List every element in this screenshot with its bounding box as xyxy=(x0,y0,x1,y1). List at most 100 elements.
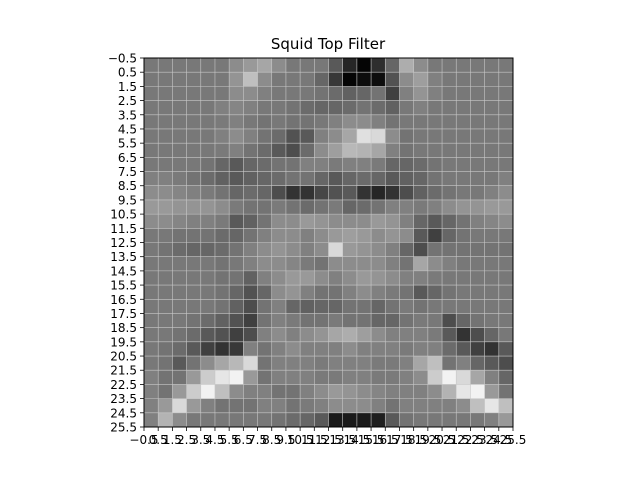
heatmap-cell xyxy=(357,172,371,186)
heatmap-cell xyxy=(371,129,385,143)
heatmap-cell xyxy=(314,157,328,171)
heatmap-cell xyxy=(215,72,229,86)
heatmap-cell xyxy=(485,172,499,186)
y-tick-label: 24.5 xyxy=(110,406,137,420)
heatmap-cell xyxy=(499,72,513,86)
heatmap-cell xyxy=(229,115,243,129)
heatmap-cell xyxy=(314,115,328,129)
y-tick-label: 6.5 xyxy=(118,151,137,165)
heatmap-cell xyxy=(385,243,399,257)
heatmap-cell xyxy=(300,384,314,398)
heatmap-cell xyxy=(158,172,172,186)
heatmap-cell xyxy=(485,86,499,100)
heatmap-cell xyxy=(258,285,272,299)
heatmap-cell xyxy=(272,271,286,285)
heatmap-cell xyxy=(172,143,186,157)
heatmap-cell xyxy=(399,157,413,171)
heatmap-cell xyxy=(158,370,172,384)
heatmap-cell xyxy=(499,356,513,370)
heatmap-cell xyxy=(428,413,442,427)
heatmap-cell xyxy=(158,413,172,427)
heatmap-cell xyxy=(357,72,371,86)
heatmap-cell xyxy=(300,157,314,171)
heatmap-cell xyxy=(414,228,428,242)
heatmap-cell xyxy=(329,101,343,115)
heatmap-cell xyxy=(314,101,328,115)
heatmap-cell xyxy=(286,58,300,72)
heatmap-cell xyxy=(144,101,158,115)
heatmap-cell xyxy=(215,243,229,257)
heatmap-cell xyxy=(300,86,314,100)
heatmap-cell xyxy=(187,299,201,313)
heatmap-cell xyxy=(314,186,328,200)
heatmap-cell xyxy=(470,143,484,157)
heatmap-cell xyxy=(485,313,499,327)
heatmap-cell xyxy=(258,101,272,115)
heatmap-cell xyxy=(371,313,385,327)
heatmap-cell xyxy=(414,172,428,186)
heatmap-cell xyxy=(456,129,470,143)
heatmap-cell xyxy=(456,384,470,398)
heatmap-cell xyxy=(172,342,186,356)
heatmap-cell xyxy=(258,328,272,342)
heatmap-cell xyxy=(485,72,499,86)
heatmap-cell xyxy=(243,228,257,242)
heatmap-cell xyxy=(329,157,343,171)
heatmap-cell xyxy=(286,370,300,384)
heatmap-cell xyxy=(229,243,243,257)
heatmap-cell xyxy=(399,384,413,398)
heatmap-cell xyxy=(314,299,328,313)
heatmap-cell xyxy=(371,228,385,242)
heatmap-cell xyxy=(314,413,328,427)
heatmap-cell xyxy=(470,200,484,214)
heatmap-cell xyxy=(258,384,272,398)
heatmap-cell xyxy=(385,86,399,100)
heatmap-cell xyxy=(399,200,413,214)
heatmap-cell xyxy=(399,356,413,370)
heatmap-cell xyxy=(215,271,229,285)
heatmap-cell xyxy=(371,243,385,257)
heatmap-cell xyxy=(470,214,484,228)
heatmap-cell xyxy=(314,172,328,186)
heatmap-cell xyxy=(243,143,257,157)
heatmap-cell xyxy=(229,58,243,72)
heatmap-cell xyxy=(286,243,300,257)
heatmap-cell xyxy=(428,384,442,398)
heatmap-cell xyxy=(187,186,201,200)
heatmap-cell xyxy=(470,157,484,171)
heatmap-cell xyxy=(144,186,158,200)
heatmap-cell xyxy=(385,271,399,285)
heatmap-cell xyxy=(385,370,399,384)
y-tick-label: 1.5 xyxy=(118,80,137,94)
heatmap-cell xyxy=(399,186,413,200)
heatmap-cell xyxy=(428,342,442,356)
heatmap-cell xyxy=(172,285,186,299)
heatmap-cell xyxy=(357,157,371,171)
heatmap-cell xyxy=(470,243,484,257)
heatmap-cell xyxy=(442,58,456,72)
heatmap-cell xyxy=(201,342,215,356)
heatmap-cell xyxy=(300,342,314,356)
heatmap-cell xyxy=(201,115,215,129)
heatmap-cell xyxy=(243,200,257,214)
heatmap-cell xyxy=(243,172,257,186)
heatmap-cell xyxy=(158,271,172,285)
heatmap-cell xyxy=(272,285,286,299)
y-tick-label: 13.5 xyxy=(110,250,137,264)
heatmap-cell xyxy=(300,285,314,299)
heatmap-cell xyxy=(357,200,371,214)
heatmap-cell xyxy=(399,243,413,257)
heatmap-cell xyxy=(485,157,499,171)
heatmap-cell xyxy=(258,58,272,72)
y-tick-label: 5.5 xyxy=(118,137,137,151)
heatmap-cell xyxy=(187,313,201,327)
heatmap-cell xyxy=(399,115,413,129)
y-tick-label: 21.5 xyxy=(110,364,137,378)
heatmap-cell xyxy=(442,299,456,313)
heatmap-cell xyxy=(215,328,229,342)
heatmap-cell xyxy=(215,157,229,171)
heatmap-cell xyxy=(357,58,371,72)
heatmap-cell xyxy=(385,72,399,86)
heatmap-cell xyxy=(215,129,229,143)
heatmap-cell xyxy=(485,399,499,413)
